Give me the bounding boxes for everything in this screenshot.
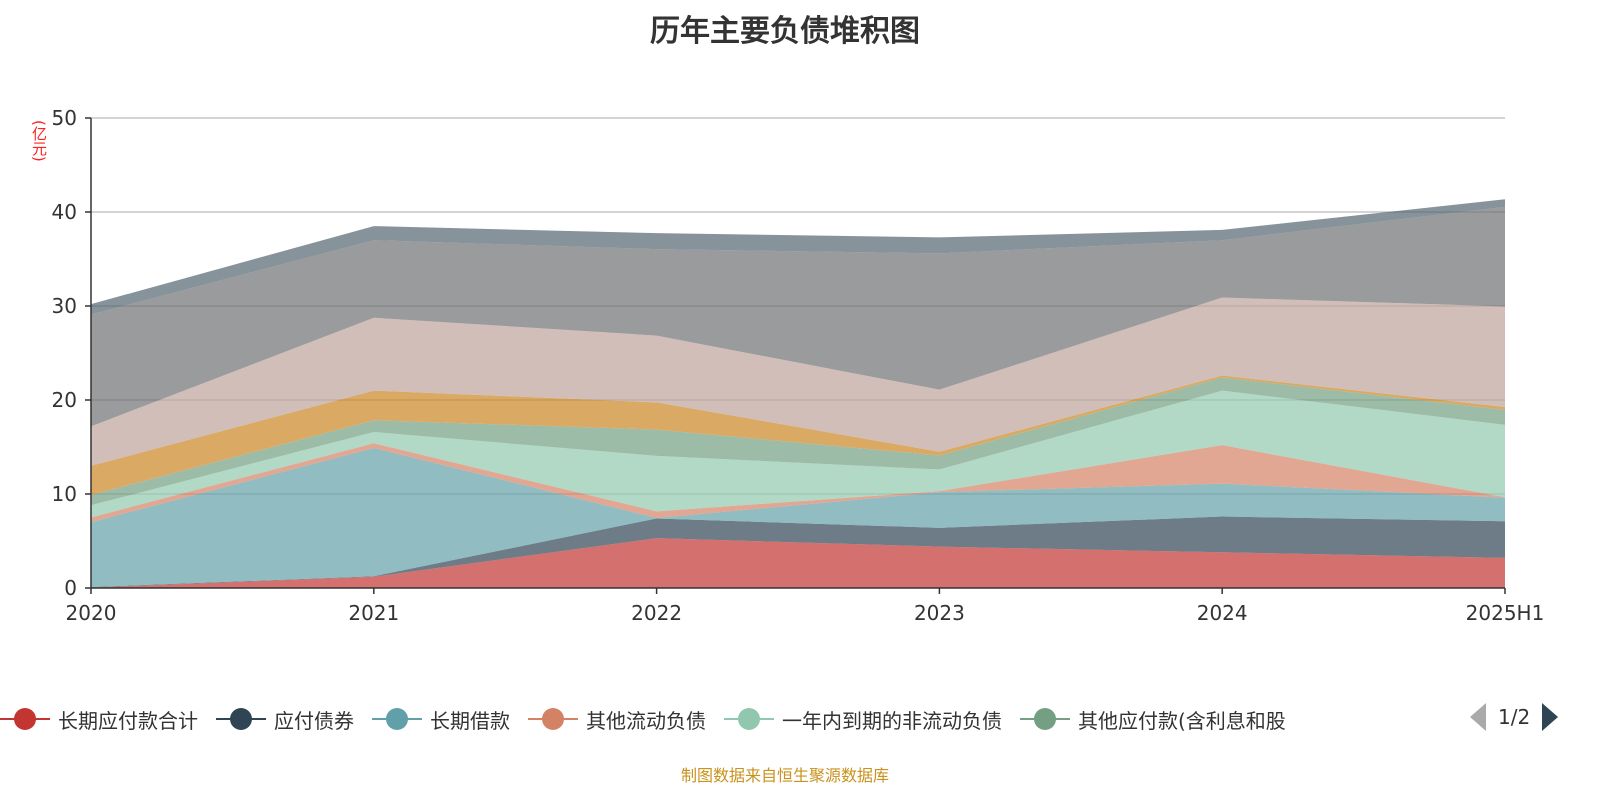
area-series-8[interactable] <box>91 297 1505 466</box>
area-series-1[interactable] <box>91 538 1505 588</box>
legend-item[interactable]: 其他流动负债 <box>528 705 706 734</box>
x-tick-label: 2023 <box>914 601 965 625</box>
x-tick-label: 2024 <box>1197 601 1248 625</box>
area-series-7[interactable] <box>91 375 1505 495</box>
legend-label: 其他流动负债 <box>586 708 706 733</box>
area-series-9[interactable] <box>91 206 1505 427</box>
y-tick-label: 50 <box>52 106 77 130</box>
legend-label: 长期借款 <box>430 708 510 733</box>
x-tick-label: 2022 <box>631 601 682 625</box>
stacked-area-chart: 0 10 20 30 40 50 2020 2021 2022 2023 2024 2025H1 <box>52 106 1545 625</box>
legend-marker-icon <box>724 707 774 731</box>
source-note: 制图数据来自恒生聚源数据库 <box>680 766 889 785</box>
x-tick-label: 2025H1 <box>1466 601 1545 625</box>
x-tick-label: 2021 <box>348 601 399 625</box>
y-tick-label: 0 <box>64 576 77 600</box>
area-series-4[interactable] <box>91 443 1505 523</box>
legend-marker-icon <box>216 707 266 731</box>
legend-label: 长期应付款合计 <box>58 708 198 733</box>
legend-label: 其他应付款(含利息和股 <box>1078 708 1286 733</box>
legend-marker-icon <box>1020 707 1070 731</box>
y-tick-label: 30 <box>52 294 77 318</box>
legend-pager: 1/2 <box>1470 703 1559 731</box>
chart-title: 历年主要负债堆积图 <box>650 14 920 49</box>
legend-item[interactable]: 长期借款 <box>372 705 510 734</box>
legend: 长期应付款合计 应付债券 长期借款 其他流动负债 一年内到期的非流动负债 其他应付款(含利… <box>0 703 1304 735</box>
legend-item[interactable]: 应付债券 <box>216 705 354 734</box>
y-axis-unit-label: (亿元) <box>30 120 48 162</box>
legend-item[interactable]: 长期应付款合计 <box>0 705 198 734</box>
area-series-6[interactable] <box>91 377 1505 506</box>
legend-marker-icon <box>0 707 50 731</box>
legend-page-indicator: 1/2 <box>1498 705 1531 729</box>
legend-label: 应付债券 <box>274 708 354 733</box>
triangle-left-icon[interactable] <box>1470 703 1486 731</box>
area-series-3[interactable] <box>91 447 1505 588</box>
legend-item[interactable]: 其他应付款(含利息和股 <box>1020 705 1286 734</box>
y-tick-label: 10 <box>52 482 77 506</box>
y-tick-label: 40 <box>52 200 77 224</box>
legend-label: 一年内到期的非流动负债 <box>782 708 1002 733</box>
area-series-10[interactable] <box>91 199 1505 315</box>
x-tick-label: 2020 <box>66 601 117 625</box>
triangle-right-icon[interactable] <box>1542 703 1559 731</box>
area-series-5[interactable] <box>91 390 1505 518</box>
legend-item[interactable]: 一年内到期的非流动负债 <box>724 705 1002 734</box>
legend-marker-icon <box>372 707 422 731</box>
area-series-2[interactable] <box>91 516 1505 588</box>
y-tick-label: 20 <box>52 388 77 412</box>
legend-marker-icon <box>528 707 578 731</box>
